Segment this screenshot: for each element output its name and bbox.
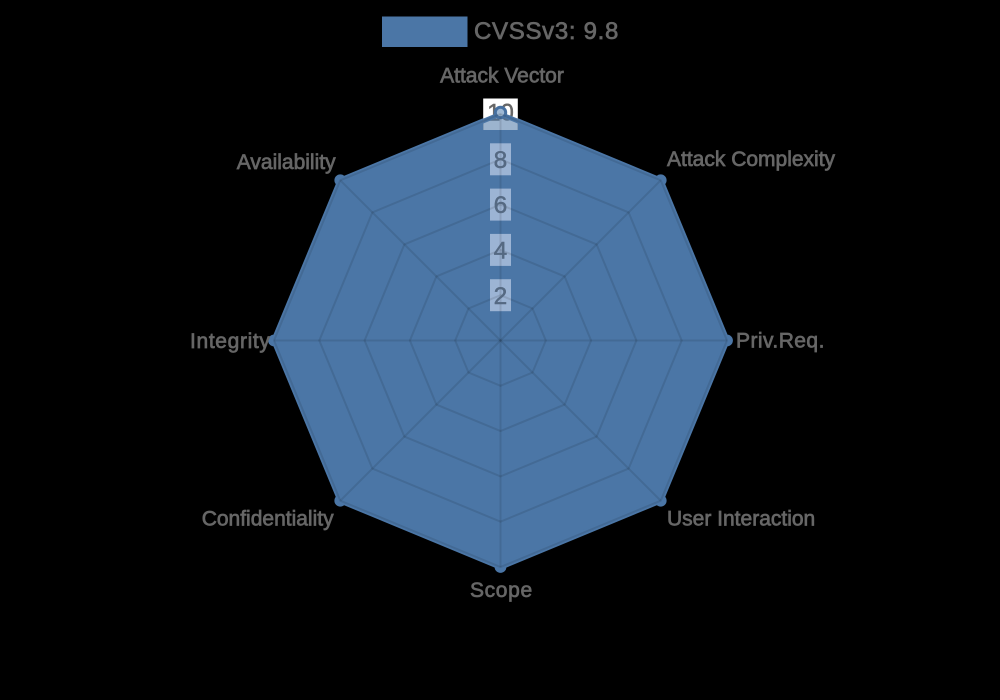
svg-text:Attack Vector: Attack Vector [440, 65, 564, 88]
svg-text:Integrity: Integrity [190, 330, 271, 353]
svg-text:6: 6 [494, 192, 508, 219]
svg-text:Attack Complexity: Attack Complexity [667, 148, 836, 171]
svg-text:2: 2 [494, 283, 508, 310]
svg-text:User Interaction: User Interaction [667, 508, 815, 531]
svg-text:8: 8 [494, 147, 508, 174]
svg-text:Confidentiality: Confidentiality [202, 508, 334, 531]
svg-text:4: 4 [494, 238, 508, 265]
svg-text:Priv.Req.: Priv.Req. [736, 330, 825, 353]
svg-text:Scope: Scope [470, 579, 533, 602]
svg-text:Availability: Availability [237, 151, 336, 174]
svg-text:CVSSv3: 9.8: CVSSv3: 9.8 [474, 18, 619, 45]
